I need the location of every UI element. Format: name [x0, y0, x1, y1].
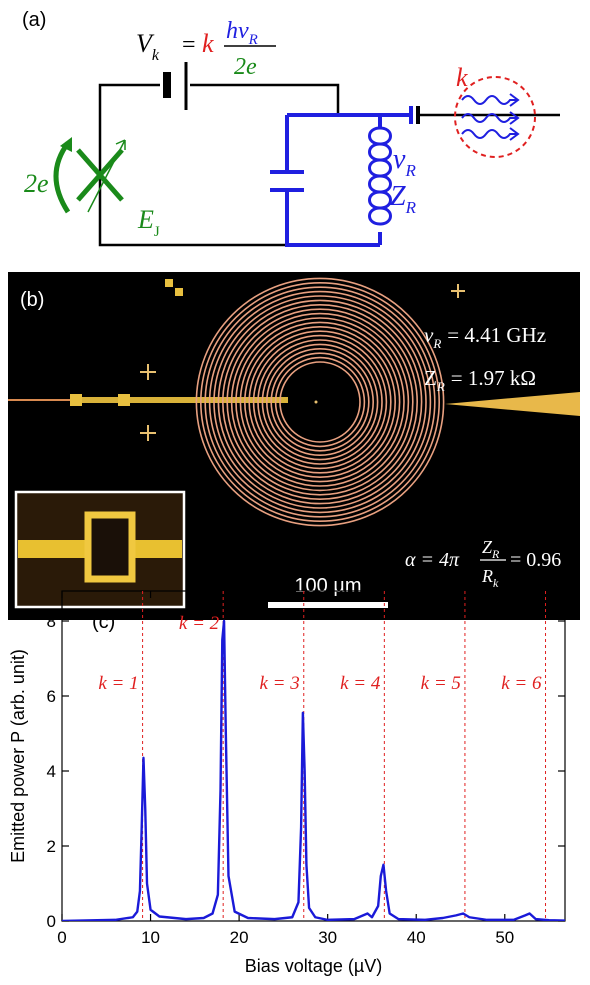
impedance-label: ZR [390, 181, 417, 217]
reference-label: k = 4 [340, 673, 381, 694]
chart-panel: 0 10 20 30 40 50 0 2 4 6 8 k = 1 k = 2 k = 3 k = 4 k = … [8, 591, 567, 976]
photon-wave [462, 94, 518, 140]
denominator: 2e [234, 54, 257, 80]
y-axis-label: Emitted power P (arb. unit) [8, 649, 28, 863]
y-tick-label: 4 [47, 762, 56, 781]
x-tick-label: 50 [495, 928, 514, 947]
subscript: R [405, 198, 417, 217]
x-tick-label: 40 [407, 928, 426, 947]
photon-k: k [456, 63, 468, 92]
symbol: E [137, 205, 154, 234]
symbol: Z [424, 366, 437, 390]
y-tick-label: 0 [47, 912, 56, 931]
reference-label: k = 1 [98, 673, 138, 694]
reference-label: k = 3 [259, 673, 299, 694]
x-tick-label: 30 [318, 928, 337, 947]
value: = 1.97 kΩ [451, 366, 536, 390]
panel-label: (a) [22, 9, 46, 31]
reference-label: k = 2 [179, 613, 220, 634]
x-tick-label: 10 [141, 928, 160, 947]
numerator: hνR [226, 18, 258, 48]
y-tick-label: 8 [47, 612, 56, 631]
panel-label: (c) [92, 611, 115, 633]
wire [100, 85, 338, 245]
data-line [62, 621, 567, 921]
voltage-k: k [202, 29, 214, 58]
value: = 4.41 GHz [447, 323, 546, 347]
charge-arrow [56, 143, 68, 212]
subscript: k [152, 47, 160, 64]
scale-bar [268, 602, 388, 608]
lead [70, 397, 288, 403]
voltage-label: Vk [136, 29, 160, 64]
battery-plate [163, 72, 171, 98]
x-tick-label: 0 [57, 928, 66, 947]
inductor [370, 128, 391, 224]
spiral-center [315, 401, 318, 404]
x-tick-label: 20 [230, 928, 249, 947]
pad [118, 394, 130, 406]
symbol: hν [226, 18, 249, 44]
symbol: R [481, 566, 493, 586]
panel-label: (b) [20, 289, 44, 311]
frequency-label: νR [393, 144, 416, 180]
alpha-value: = 0.96 [510, 549, 561, 571]
x-axis-label: Bias voltage (µV) [245, 956, 382, 976]
plot-frame [62, 591, 565, 921]
circuit-panel: (a) Vk = k hνR 2e k νR ZR 2e EJ [22, 9, 560, 245]
alignment-mark [175, 288, 183, 296]
alpha-lhs: α = 4π [405, 549, 460, 571]
subscript: R [436, 379, 445, 394]
figure: (a) Vk = k hνR 2e k νR ZR 2e EJ [0, 0, 590, 985]
reference-label: k = 5 [421, 673, 461, 694]
y-tick-label: 2 [47, 837, 56, 856]
tunable-arrow [88, 140, 125, 212]
subscript: J [154, 224, 160, 240]
equals: = [182, 32, 196, 58]
symbol: ν [393, 144, 406, 175]
pad [70, 394, 82, 406]
subscript: R [491, 547, 500, 561]
y-tick-label: 6 [47, 687, 56, 706]
subscript: R [404, 161, 416, 180]
josephson-label: EJ [137, 205, 160, 240]
reference-label: k = 6 [501, 673, 542, 694]
subscript: R [432, 336, 441, 351]
subscript: k [493, 576, 499, 590]
micrograph-panel: (b) νR= 4.41 GHz ZR= 1.97 kΩ α = 4π ZR R… [8, 272, 580, 620]
inset-junction [88, 515, 132, 579]
charge-label: 2e [24, 169, 49, 198]
alignment-mark [165, 279, 173, 287]
symbol: Z [390, 181, 406, 212]
